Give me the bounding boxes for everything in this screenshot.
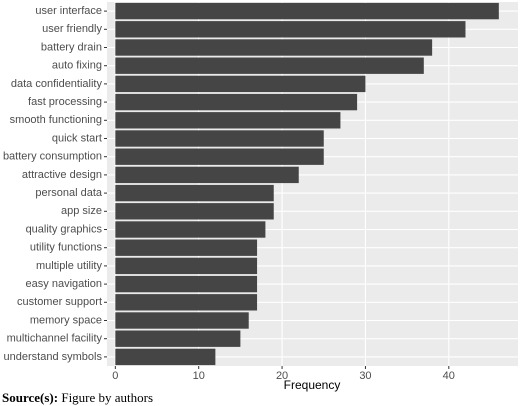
bar xyxy=(115,112,341,129)
caption-label: Source(s): xyxy=(2,390,58,405)
bar xyxy=(115,2,499,20)
bar xyxy=(115,294,258,311)
y-tick-label: quality graphics xyxy=(26,223,103,235)
y-tick-label: memory space xyxy=(30,314,102,326)
bar xyxy=(115,239,258,256)
y-tick-label: auto fixing xyxy=(52,60,102,72)
bar xyxy=(115,39,433,56)
y-tick-label: smooth functioning xyxy=(10,114,102,126)
bar xyxy=(115,21,466,38)
x-tick-label: 40 xyxy=(443,370,455,382)
bar xyxy=(115,221,266,238)
x-axis-title: Frequency xyxy=(284,378,341,392)
bar xyxy=(115,275,258,293)
y-tick-label: data confidentiality xyxy=(11,78,103,90)
y-tick-label: attractive design xyxy=(22,169,102,181)
y-tick-label: multichannel facility xyxy=(7,333,103,345)
bar xyxy=(115,166,299,184)
x-tick-label: 20 xyxy=(276,370,288,382)
panel xyxy=(107,2,518,366)
y-tick-label: battery drain xyxy=(41,41,102,53)
y-tick-label: multiple utility xyxy=(36,260,103,272)
caption-text: Figure by authors xyxy=(61,390,153,405)
bar xyxy=(115,257,258,275)
y-tick-label: utility functions xyxy=(30,242,103,254)
caption: Source(s): Figure by authors xyxy=(2,390,153,405)
y-tick-label: user friendly xyxy=(42,23,102,35)
bar xyxy=(115,57,424,74)
bar xyxy=(115,203,274,220)
bar xyxy=(115,184,274,202)
bar xyxy=(115,75,366,93)
y-tick-label: app size xyxy=(61,205,102,217)
y-tick-label: battery consumption xyxy=(3,151,102,163)
y-tick-label: easy navigation xyxy=(26,278,102,290)
x-tick-label: 0 xyxy=(112,370,118,382)
bar xyxy=(115,312,249,329)
bar xyxy=(115,130,324,147)
bar xyxy=(115,348,216,366)
bar xyxy=(115,93,358,111)
y-tick-label: fast processing xyxy=(28,96,102,108)
bar xyxy=(115,330,241,347)
x-tick-label: 10 xyxy=(193,370,205,382)
y-tick-label: user interface xyxy=(35,5,102,17)
y-tick-label: quick start xyxy=(52,132,102,144)
y-tick-label: customer support xyxy=(17,296,102,308)
y-tick-label: understand symbols xyxy=(4,351,103,363)
bar xyxy=(115,148,324,165)
x-tick-label: 30 xyxy=(359,370,371,382)
y-tick-label: personal data xyxy=(35,187,103,199)
